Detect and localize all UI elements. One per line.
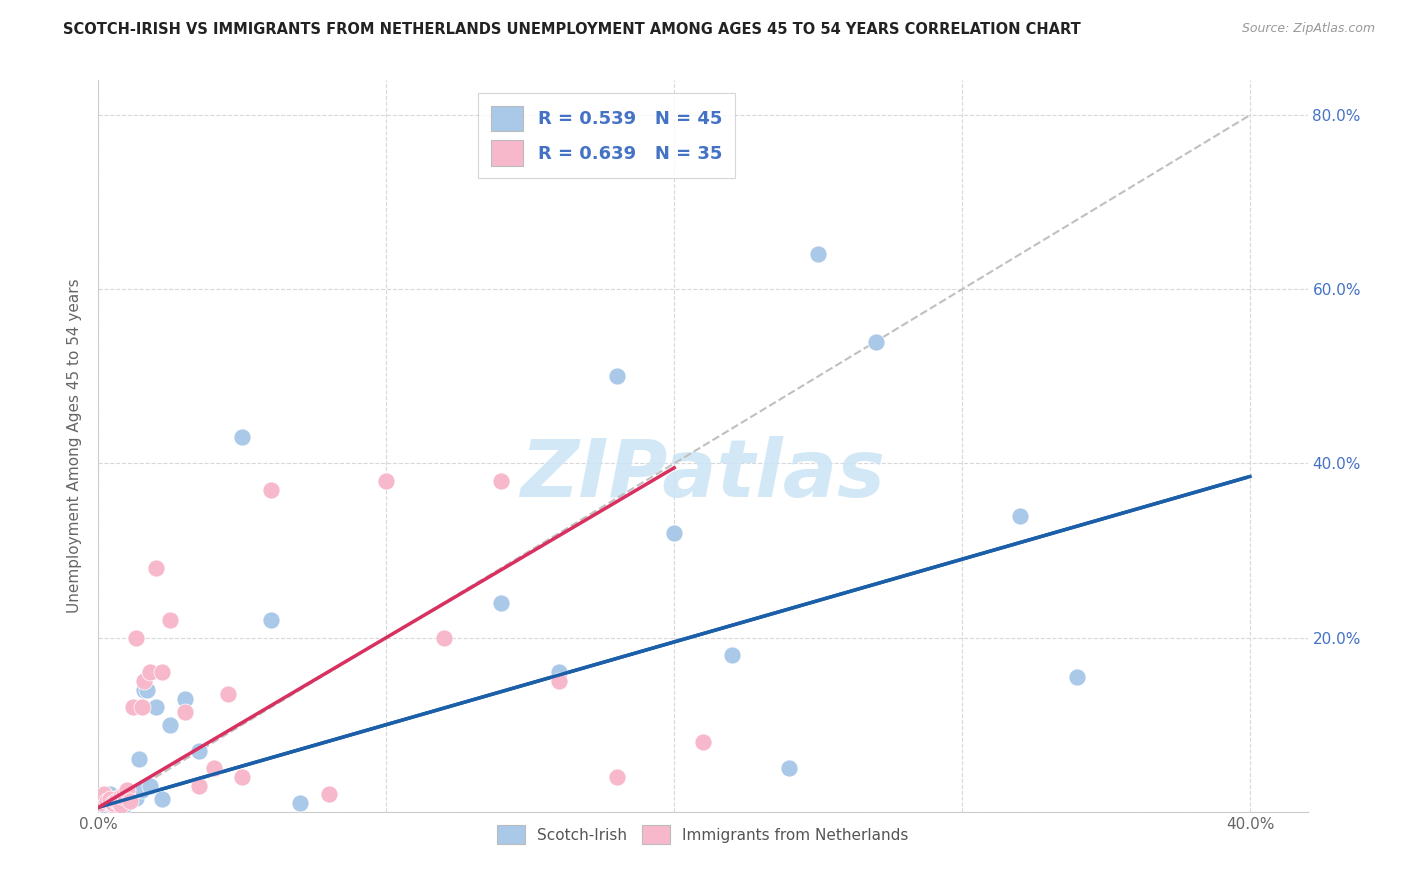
Point <box>101 797 124 812</box>
Point <box>136 682 159 697</box>
Point <box>90 791 112 805</box>
Point <box>104 796 127 810</box>
Point <box>139 779 162 793</box>
Point <box>98 794 121 808</box>
Point <box>98 787 121 801</box>
Point <box>101 797 124 812</box>
Point <box>93 797 115 812</box>
Point <box>260 483 283 497</box>
Point <box>145 561 167 575</box>
Point <box>173 691 195 706</box>
Point <box>115 791 138 805</box>
Point <box>865 334 887 349</box>
Point <box>104 791 127 805</box>
Point <box>202 761 225 775</box>
Point <box>101 796 124 810</box>
Point <box>110 797 132 812</box>
Point <box>231 430 253 444</box>
Point <box>115 794 138 808</box>
Point <box>128 752 150 766</box>
Point <box>150 665 173 680</box>
Point <box>122 789 145 803</box>
Point <box>807 247 830 261</box>
Point <box>188 744 211 758</box>
Point <box>93 787 115 801</box>
Point <box>90 796 112 810</box>
Point <box>112 787 135 801</box>
Point <box>131 700 153 714</box>
Point <box>96 796 118 810</box>
Point <box>120 794 142 808</box>
Point <box>375 474 398 488</box>
Point <box>107 796 129 810</box>
Point <box>107 794 129 808</box>
Text: SCOTCH-IRISH VS IMMIGRANTS FROM NETHERLANDS UNEMPLOYMENT AMONG AGES 45 TO 54 YEA: SCOTCH-IRISH VS IMMIGRANTS FROM NETHERLA… <box>63 22 1081 37</box>
Point <box>1008 508 1031 523</box>
Text: Source: ZipAtlas.com: Source: ZipAtlas.com <box>1241 22 1375 36</box>
Point <box>101 796 124 810</box>
Point <box>1066 670 1088 684</box>
Legend: Scotch-Irish, Immigrants from Netherlands: Scotch-Irish, Immigrants from Netherland… <box>489 818 917 852</box>
Point <box>125 631 148 645</box>
Point <box>692 735 714 749</box>
Point <box>548 665 571 680</box>
Point <box>110 796 132 810</box>
Point <box>778 761 800 775</box>
Point <box>664 526 686 541</box>
Point <box>150 791 173 805</box>
Point <box>159 613 181 627</box>
Point <box>548 674 571 689</box>
Point <box>231 770 253 784</box>
Point <box>217 687 239 701</box>
Point <box>125 790 148 805</box>
Point <box>110 789 132 803</box>
Point <box>112 797 135 812</box>
Text: ZIPatlas: ZIPatlas <box>520 436 886 515</box>
Point <box>98 791 121 805</box>
Point <box>188 779 211 793</box>
Point <box>134 674 156 689</box>
Point <box>159 717 181 731</box>
Point <box>606 770 628 784</box>
Point <box>115 783 138 797</box>
Point <box>318 787 340 801</box>
Point <box>122 700 145 714</box>
Point <box>720 648 742 662</box>
Point <box>433 631 456 645</box>
Point <box>90 796 112 810</box>
Point <box>145 700 167 714</box>
Y-axis label: Unemployment Among Ages 45 to 54 years: Unemployment Among Ages 45 to 54 years <box>66 278 82 614</box>
Point <box>107 800 129 814</box>
Point <box>491 474 513 488</box>
Point <box>104 794 127 808</box>
Point <box>606 369 628 384</box>
Point <box>96 794 118 808</box>
Point <box>110 791 132 805</box>
Point <box>288 796 311 810</box>
Point <box>134 682 156 697</box>
Point <box>96 791 118 805</box>
Point <box>139 665 162 680</box>
Point <box>93 791 115 805</box>
Point <box>260 613 283 627</box>
Point <box>173 705 195 719</box>
Point <box>131 783 153 797</box>
Point <box>120 791 142 805</box>
Point <box>93 789 115 803</box>
Point <box>491 596 513 610</box>
